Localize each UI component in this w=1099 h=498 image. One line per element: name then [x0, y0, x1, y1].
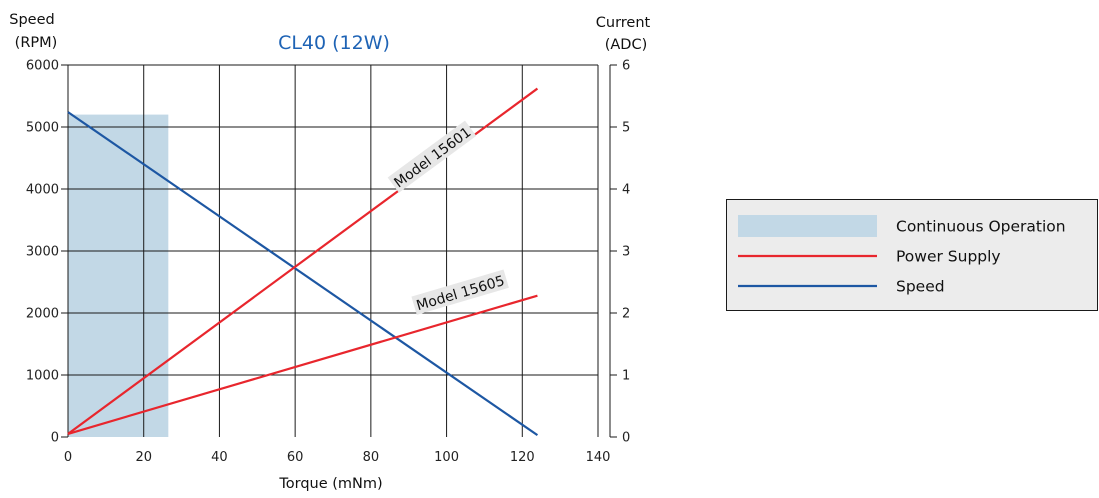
x-tick-label: 120	[510, 450, 535, 465]
annotation-background	[387, 120, 477, 193]
continuous-operation-area	[68, 114, 169, 437]
x-tick-label: 0	[64, 450, 72, 465]
legend-swatch-continuous-operation	[738, 215, 877, 237]
annotation-background	[411, 269, 509, 315]
legend-label-power-supply: Power Supply	[896, 248, 1001, 266]
y-tick-label: 1000	[26, 369, 59, 384]
y-axis-title-line-1: Speed	[9, 12, 54, 28]
y-axis-title-line-2: (RPM)	[15, 35, 58, 51]
y2-tick-label: 4	[622, 183, 630, 198]
x-axis-title: Torque (mNm)	[278, 476, 382, 492]
x-tick-label: 100	[434, 450, 459, 465]
y-tick-label: 3000	[26, 245, 59, 260]
x-tick-label: 140	[586, 450, 611, 465]
y-tick-label: 4000	[26, 183, 59, 198]
y2-tick-label: 3	[622, 245, 630, 260]
annotation-model-15601: Model 15601	[387, 120, 477, 193]
x-tick-label: 60	[287, 450, 304, 465]
y2-tick-label: 1	[622, 369, 630, 384]
series-line-model-15605	[67, 294, 538, 435]
y-tick-label: 5000	[26, 121, 59, 136]
chart-title: CL40 (12W)	[278, 32, 390, 54]
y-tick-label: 6000	[26, 59, 59, 74]
x-tick-label: 40	[211, 450, 228, 465]
y2-tick-label: 6	[622, 59, 630, 74]
y-tick-label: 2000	[26, 307, 59, 322]
y2-axis-title-line-2: (ADC)	[605, 37, 648, 53]
y2-tick-label: 5	[622, 121, 630, 136]
legend-label-speed: Speed	[896, 278, 945, 296]
x-tick-label: 80	[363, 450, 380, 465]
annotation-text: Model 15601	[391, 124, 474, 191]
y-tick-label: 0	[51, 431, 59, 446]
series-line-speed	[67, 111, 539, 437]
y2-tick-label: 2	[622, 307, 630, 322]
y2-axis-title-line-1: Current	[596, 15, 651, 31]
y2-tick-label: 0	[622, 431, 630, 446]
x-tick-label: 20	[135, 450, 152, 465]
legend: Continuous Operation Power Supply Speed	[726, 199, 1098, 311]
legend-label-continuous-operation: Continuous Operation	[896, 218, 1066, 236]
